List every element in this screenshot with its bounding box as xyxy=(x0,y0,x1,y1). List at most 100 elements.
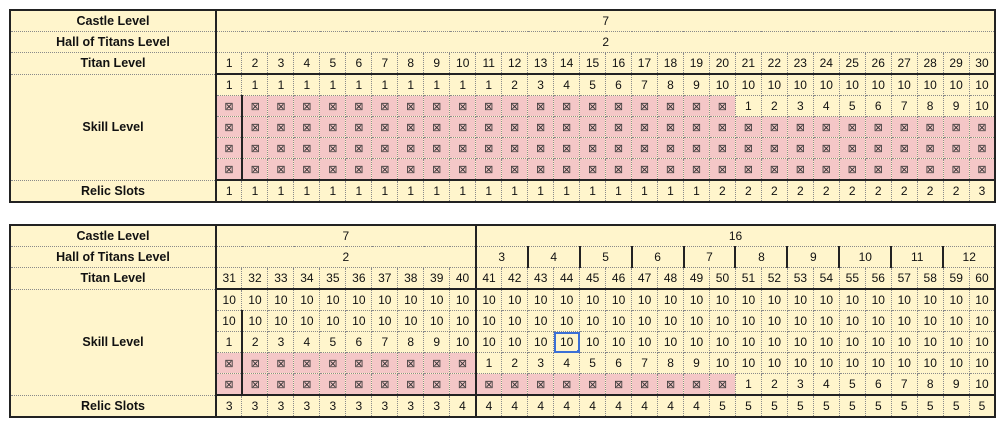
skill-level-cell[interactable]: 10 xyxy=(631,331,659,353)
locked-cell-icon[interactable]: ⊠ xyxy=(708,158,736,181)
relic-slots-cell[interactable]: 3 xyxy=(968,179,997,203)
skill-level-cell[interactable]: 1 xyxy=(423,73,451,96)
skill-level-cell[interactable]: 10 xyxy=(760,331,788,353)
skill-level-cell[interactable]: 10 xyxy=(864,288,892,311)
locked-cell-icon[interactable]: ⊠ xyxy=(241,352,269,374)
skill-level-cell[interactable]: 10 xyxy=(838,73,866,96)
titan-level-cell[interactable]: 28 xyxy=(916,52,944,75)
skill-level-cell[interactable]: 10 xyxy=(838,352,866,374)
locked-cell-icon[interactable]: ⊠ xyxy=(708,95,736,117)
skill-level-cell[interactable]: 10 xyxy=(657,288,685,311)
skill-level-cell[interactable]: 10 xyxy=(371,288,399,311)
locked-cell-icon[interactable]: ⊠ xyxy=(605,116,632,138)
skill-level-cell[interactable]: 10 xyxy=(760,352,788,374)
locked-cell-icon[interactable]: ⊠ xyxy=(371,158,399,181)
skill-level-cell[interactable]: 10 xyxy=(968,352,997,374)
locked-cell-icon[interactable]: ⊠ xyxy=(553,137,581,159)
relic-slots-cell[interactable]: 1 xyxy=(527,179,555,203)
locked-cell-icon[interactable]: ⊠ xyxy=(864,137,892,159)
locked-cell-icon[interactable]: ⊠ xyxy=(890,158,918,181)
locked-cell-icon[interactable]: ⊠ xyxy=(708,116,736,138)
relic-slots-cell[interactable]: 2 xyxy=(734,179,762,203)
locked-cell-icon[interactable]: ⊠ xyxy=(267,116,295,138)
titan-level-cell[interactable]: 54 xyxy=(812,267,840,290)
titan-level-cell[interactable]: 4 xyxy=(293,52,321,75)
locked-cell-icon[interactable]: ⊠ xyxy=(345,95,373,117)
skill-level-cell[interactable]: 10 xyxy=(838,310,866,332)
skill-level-cell[interactable]: 10 xyxy=(449,310,477,332)
titan-level-cell[interactable]: 52 xyxy=(760,267,788,290)
skill-level-cell[interactable]: 6 xyxy=(864,95,892,117)
titan-level-cell[interactable]: 58 xyxy=(916,267,944,290)
locked-cell-icon[interactable]: ⊠ xyxy=(605,373,633,396)
skill-level-cell[interactable]: 10 xyxy=(267,288,295,311)
locked-cell-icon[interactable]: ⊠ xyxy=(293,137,321,159)
skill-level-cell[interactable]: 10 xyxy=(683,331,710,353)
skill-level-cell[interactable]: 10 xyxy=(734,288,762,311)
skill-level-cell[interactable]: 10 xyxy=(215,288,243,311)
locked-cell-icon[interactable]: ⊠ xyxy=(683,373,710,396)
relic-slots-cell[interactable]: 3 xyxy=(215,394,243,418)
locked-cell-icon[interactable]: ⊠ xyxy=(449,352,477,374)
locked-cell-icon[interactable]: ⊠ xyxy=(890,116,918,138)
castle-level-group[interactable]: 7 xyxy=(215,224,477,247)
locked-cell-icon[interactable]: ⊠ xyxy=(474,373,503,396)
relic-slots-cell[interactable]: 1 xyxy=(371,179,399,203)
locked-cell-icon[interactable]: ⊠ xyxy=(267,137,295,159)
skill-level-cell[interactable]: 5 xyxy=(838,95,866,117)
titan-level-cell[interactable]: 55 xyxy=(838,267,866,290)
relic-slots-cell[interactable]: 3 xyxy=(267,394,295,418)
locked-cell-icon[interactable]: ⊠ xyxy=(215,352,243,374)
relic-slots-cell[interactable]: 1 xyxy=(241,179,269,203)
locked-cell-icon[interactable]: ⊠ xyxy=(942,116,970,138)
skill-level-cell[interactable]: 8 xyxy=(397,331,425,353)
skill-level-cell[interactable]: 5 xyxy=(319,331,347,353)
skill-level-cell[interactable]: 1 xyxy=(371,73,399,96)
locked-cell-icon[interactable]: ⊠ xyxy=(449,158,477,181)
hall-level-group[interactable]: 12 xyxy=(942,246,997,268)
skill-level-cell[interactable]: 1 xyxy=(215,331,243,353)
skill-level-cell[interactable]: 1 xyxy=(215,73,243,96)
skill-level-cell[interactable]: 10 xyxy=(527,288,555,311)
locked-cell-icon[interactable]: ⊠ xyxy=(423,137,451,159)
skill-level-cell[interactable]: 10 xyxy=(786,352,814,374)
relic-slots-cell[interactable]: 2 xyxy=(838,179,866,203)
skill-level-cell[interactable]: 10 xyxy=(812,331,840,353)
locked-cell-icon[interactable]: ⊠ xyxy=(579,137,607,159)
skill-level-cell[interactable]: 10 xyxy=(293,288,321,311)
locked-cell-icon[interactable]: ⊠ xyxy=(449,95,477,117)
skill-level-cell[interactable]: 10 xyxy=(734,331,762,353)
castle-level-group[interactable]: 16 xyxy=(474,224,997,247)
locked-cell-icon[interactable]: ⊠ xyxy=(838,158,866,181)
locked-cell-icon[interactable]: ⊠ xyxy=(371,95,399,117)
relic-slots-cell[interactable]: 1 xyxy=(605,179,632,203)
locked-cell-icon[interactable]: ⊠ xyxy=(241,373,269,396)
locked-cell-icon[interactable]: ⊠ xyxy=(682,95,710,117)
skill-level-cell[interactable]: 10 xyxy=(631,288,659,311)
relic-slots-cell[interactable]: 5 xyxy=(709,394,736,418)
titan-level-cell[interactable]: 32 xyxy=(241,267,269,290)
locked-cell-icon[interactable]: ⊠ xyxy=(709,373,736,396)
skill-level-cell[interactable]: 6 xyxy=(864,373,892,396)
skill-level-cell[interactable]: 10 xyxy=(267,310,295,332)
relic-slots-cell[interactable]: 2 xyxy=(760,179,788,203)
hall-level-group[interactable]: 11 xyxy=(890,246,944,268)
locked-cell-icon[interactable]: ⊠ xyxy=(449,116,477,138)
locked-cell-icon[interactable]: ⊠ xyxy=(812,158,840,181)
titan-level-cell[interactable]: 22 xyxy=(760,52,788,75)
locked-cell-icon[interactable]: ⊠ xyxy=(527,95,555,117)
hall-level-group[interactable]: 9 xyxy=(786,246,840,268)
locked-cell-icon[interactable]: ⊠ xyxy=(475,116,503,138)
skill-level-cell[interactable]: 10 xyxy=(657,310,685,332)
skill-level-cell[interactable]: 10 xyxy=(293,310,321,332)
skill-level-cell[interactable]: 10 xyxy=(942,73,970,96)
locked-cell-icon[interactable]: ⊠ xyxy=(371,137,399,159)
locked-cell-icon[interactable]: ⊠ xyxy=(345,352,373,374)
skill-level-cell[interactable]: 10 xyxy=(241,288,269,311)
titan-level-cell[interactable]: 11 xyxy=(475,52,503,75)
titan-level-cell[interactable]: 15 xyxy=(579,52,607,75)
locked-cell-icon[interactable]: ⊠ xyxy=(423,116,451,138)
locked-cell-icon[interactable]: ⊠ xyxy=(293,158,321,181)
relic-slots-cell[interactable]: 3 xyxy=(371,394,399,418)
locked-cell-icon[interactable]: ⊠ xyxy=(319,116,347,138)
